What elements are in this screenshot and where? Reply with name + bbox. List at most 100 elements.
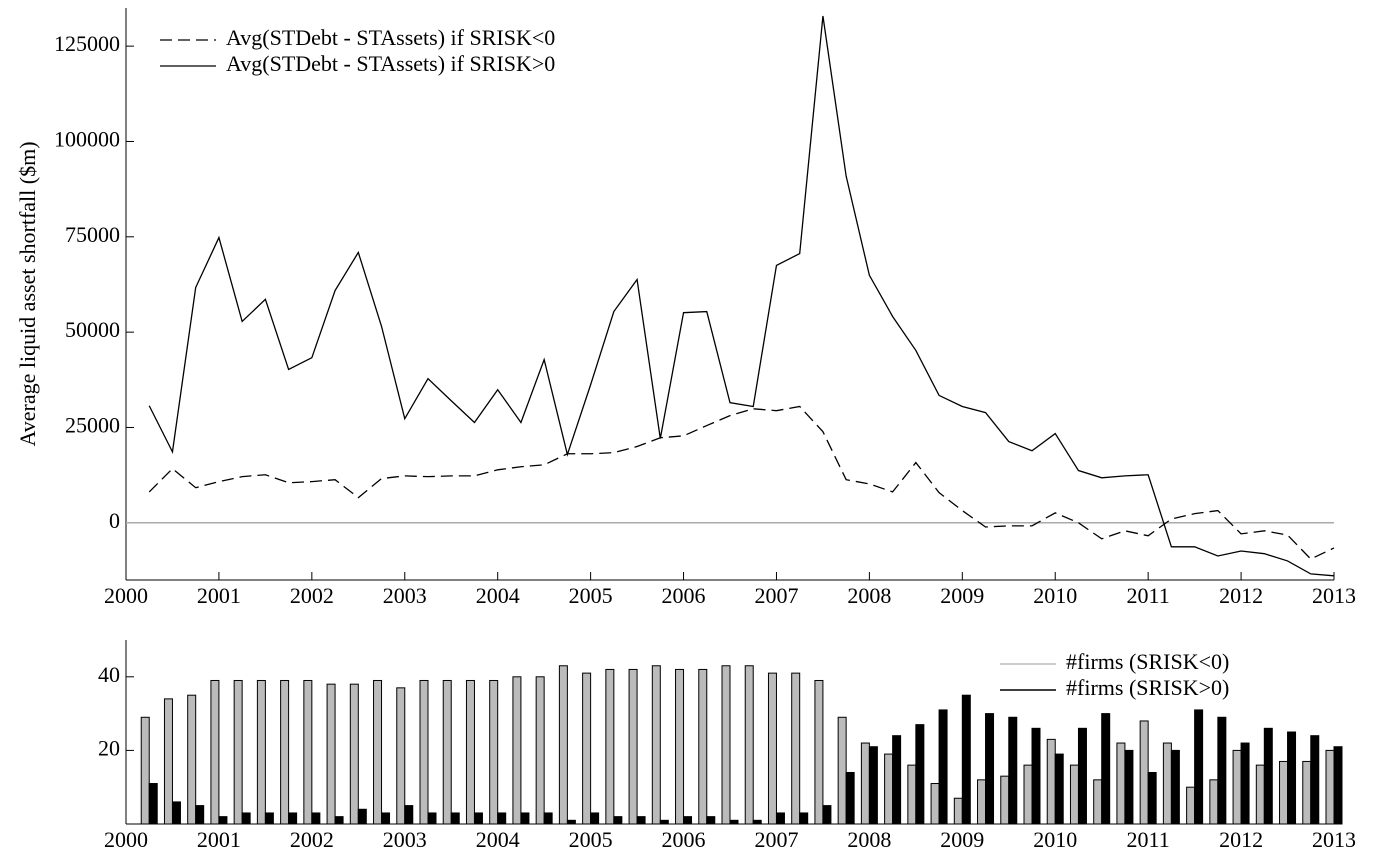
bar [814, 679, 824, 825]
bar [1209, 779, 1219, 825]
bar [1000, 775, 1010, 825]
x-tick-label: 2013 [1312, 827, 1356, 852]
bar [288, 812, 298, 825]
bar [907, 764, 917, 825]
bar [868, 746, 878, 825]
x-tick-label: 2002 [290, 827, 334, 852]
x-tick-label: 2004 [476, 827, 520, 852]
y-tick-label: 0 [109, 508, 120, 533]
bar [1194, 709, 1204, 825]
bar [210, 679, 220, 825]
bar [799, 812, 809, 825]
bar [860, 742, 870, 825]
bar [373, 679, 383, 825]
x-tick-label: 2006 [662, 583, 706, 608]
x-tick-label: 2007 [754, 827, 798, 852]
bar [465, 679, 475, 825]
x-tick-label: 2001 [197, 583, 241, 608]
y-tick-label: 50000 [65, 317, 120, 342]
x-tick-label: 2000 [104, 827, 148, 852]
bar [187, 694, 197, 825]
legend-label: #firms (SRISK<0) [1066, 649, 1229, 674]
y-tick-label: 100000 [54, 127, 120, 152]
bar [659, 819, 669, 825]
x-tick-label: 2009 [940, 827, 984, 852]
bar [404, 805, 414, 825]
bar [729, 819, 739, 825]
bar [148, 783, 158, 825]
bar [535, 676, 545, 825]
bar [845, 771, 855, 825]
x-tick-label: 2009 [940, 583, 984, 608]
bar [1325, 749, 1335, 825]
bar [590, 812, 600, 825]
x-tick-label: 2012 [1219, 827, 1263, 852]
bar [706, 816, 716, 825]
legend-label: Avg(STDebt - STAssets) if SRISK>0 [226, 51, 555, 76]
bar [775, 812, 785, 825]
bar [558, 665, 568, 825]
bar [892, 735, 902, 825]
x-tick-label: 2011 [1127, 827, 1170, 852]
bar [334, 816, 344, 825]
bar [1069, 764, 1079, 825]
bar [543, 812, 553, 825]
bar [218, 816, 228, 825]
bar [1093, 779, 1103, 825]
bar [977, 779, 987, 825]
bar [721, 665, 731, 825]
bar [489, 679, 499, 825]
bar [1170, 749, 1180, 825]
line-series [148, 405, 1335, 560]
bar [566, 819, 576, 825]
bar [140, 716, 150, 825]
bar [698, 668, 708, 825]
bar [195, 805, 205, 825]
bar [1310, 735, 1320, 825]
bar [651, 665, 661, 825]
bar [171, 801, 181, 825]
y-axis-label: Average liquid asset shortfall ($m) [15, 141, 40, 446]
bar [233, 679, 243, 825]
bar [683, 816, 693, 825]
line-series [148, 15, 1335, 577]
x-tick-label: 2005 [569, 583, 613, 608]
x-tick-label: 2008 [847, 583, 891, 608]
bar [1046, 738, 1056, 825]
bar [264, 812, 274, 825]
bar [884, 753, 894, 825]
bar [1240, 742, 1250, 825]
bar [381, 812, 391, 825]
bar [675, 668, 685, 825]
bar [752, 819, 762, 825]
bar [450, 812, 460, 825]
bar [791, 672, 801, 825]
bar [1162, 742, 1172, 825]
bar [303, 679, 313, 825]
bar [1139, 720, 1149, 825]
bar [163, 698, 173, 825]
bar [241, 812, 251, 825]
bar [473, 812, 483, 825]
bar [767, 672, 777, 825]
bar [326, 683, 336, 825]
y-tick-label: 125000 [54, 31, 120, 56]
bar [613, 816, 623, 825]
bar [1054, 753, 1064, 825]
bar [822, 805, 832, 825]
x-tick-label: 2005 [569, 827, 613, 852]
y-tick-label: 40 [98, 662, 120, 687]
x-tick-label: 2008 [847, 827, 891, 852]
bar [605, 668, 615, 825]
bar [930, 783, 940, 825]
bar [744, 665, 754, 825]
bar [349, 683, 359, 825]
bar [497, 812, 507, 825]
bar [357, 808, 367, 825]
bar [837, 716, 847, 825]
bar [636, 816, 646, 825]
bar [427, 812, 437, 825]
bar [1116, 742, 1126, 825]
x-tick-label: 2012 [1219, 583, 1263, 608]
x-tick-label: 2002 [290, 583, 334, 608]
